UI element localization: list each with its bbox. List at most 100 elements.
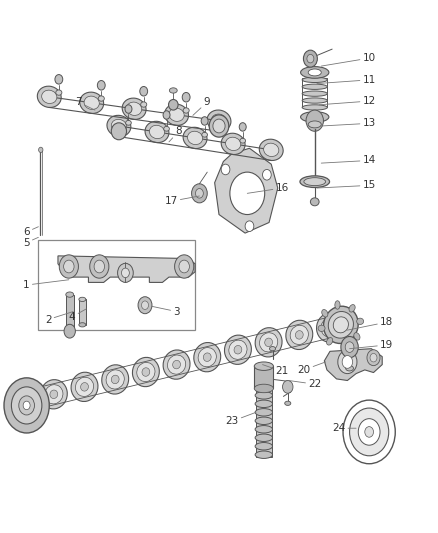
Ellipse shape bbox=[201, 117, 208, 125]
Circle shape bbox=[141, 301, 148, 310]
Ellipse shape bbox=[169, 108, 184, 122]
Ellipse shape bbox=[122, 98, 146, 119]
Ellipse shape bbox=[81, 383, 88, 391]
Ellipse shape bbox=[111, 119, 127, 133]
Ellipse shape bbox=[164, 126, 170, 131]
Ellipse shape bbox=[140, 86, 148, 96]
Bar bbox=[254, 366, 273, 389]
Ellipse shape bbox=[37, 86, 61, 108]
Circle shape bbox=[64, 324, 75, 338]
Ellipse shape bbox=[226, 137, 241, 150]
Ellipse shape bbox=[187, 131, 203, 144]
Circle shape bbox=[221, 164, 230, 175]
Circle shape bbox=[307, 54, 314, 63]
Ellipse shape bbox=[132, 357, 159, 386]
Ellipse shape bbox=[335, 301, 340, 309]
Ellipse shape bbox=[79, 297, 86, 302]
Circle shape bbox=[262, 169, 271, 180]
Circle shape bbox=[350, 408, 389, 456]
Text: 18: 18 bbox=[347, 317, 393, 330]
Ellipse shape bbox=[111, 375, 119, 384]
Ellipse shape bbox=[45, 385, 63, 404]
Ellipse shape bbox=[240, 139, 246, 143]
Polygon shape bbox=[324, 349, 382, 381]
Circle shape bbox=[306, 110, 323, 131]
Ellipse shape bbox=[259, 333, 278, 352]
Ellipse shape bbox=[255, 442, 272, 450]
Text: 17: 17 bbox=[164, 196, 199, 206]
Ellipse shape bbox=[169, 100, 178, 110]
Ellipse shape bbox=[255, 409, 272, 416]
Ellipse shape bbox=[285, 401, 291, 406]
Circle shape bbox=[283, 381, 293, 393]
Ellipse shape bbox=[302, 98, 327, 103]
Ellipse shape bbox=[255, 400, 272, 408]
Ellipse shape bbox=[264, 143, 279, 157]
Text: 7: 7 bbox=[75, 97, 95, 110]
Ellipse shape bbox=[167, 355, 186, 374]
Circle shape bbox=[59, 255, 78, 278]
Ellipse shape bbox=[321, 318, 339, 337]
Ellipse shape bbox=[79, 322, 86, 327]
Ellipse shape bbox=[302, 105, 327, 110]
Bar bbox=[79, 300, 86, 325]
Ellipse shape bbox=[182, 92, 190, 102]
Circle shape bbox=[19, 396, 35, 415]
Ellipse shape bbox=[75, 377, 94, 397]
Circle shape bbox=[230, 172, 265, 215]
Circle shape bbox=[39, 147, 43, 152]
Circle shape bbox=[23, 401, 30, 410]
Ellipse shape bbox=[19, 398, 27, 406]
Ellipse shape bbox=[290, 325, 308, 344]
Ellipse shape bbox=[357, 318, 364, 325]
Circle shape bbox=[138, 297, 152, 314]
Ellipse shape bbox=[255, 425, 272, 433]
Ellipse shape bbox=[346, 366, 353, 371]
Ellipse shape bbox=[354, 333, 360, 340]
Ellipse shape bbox=[286, 320, 313, 350]
Ellipse shape bbox=[141, 102, 147, 107]
Text: 6: 6 bbox=[23, 227, 39, 237]
Ellipse shape bbox=[349, 304, 355, 312]
Ellipse shape bbox=[302, 84, 327, 90]
Circle shape bbox=[245, 221, 254, 231]
Ellipse shape bbox=[308, 121, 321, 128]
Circle shape bbox=[365, 426, 374, 437]
Ellipse shape bbox=[327, 337, 333, 345]
Ellipse shape bbox=[229, 340, 247, 359]
Text: 11: 11 bbox=[317, 75, 376, 85]
Circle shape bbox=[121, 268, 129, 278]
Ellipse shape bbox=[127, 102, 142, 116]
Ellipse shape bbox=[300, 112, 329, 122]
Text: 3: 3 bbox=[152, 306, 180, 317]
Polygon shape bbox=[215, 148, 278, 233]
Text: 20: 20 bbox=[297, 362, 325, 375]
Ellipse shape bbox=[50, 390, 58, 399]
Ellipse shape bbox=[145, 122, 169, 143]
Polygon shape bbox=[58, 256, 195, 282]
Ellipse shape bbox=[207, 110, 231, 131]
Ellipse shape bbox=[97, 80, 105, 90]
Ellipse shape bbox=[254, 384, 273, 393]
Text: 14: 14 bbox=[321, 156, 376, 165]
Ellipse shape bbox=[265, 338, 272, 346]
Circle shape bbox=[343, 400, 395, 464]
Bar bbox=[256, 390, 272, 457]
Ellipse shape bbox=[342, 341, 347, 349]
Ellipse shape bbox=[255, 451, 272, 458]
Ellipse shape bbox=[106, 370, 124, 389]
Circle shape bbox=[11, 387, 42, 424]
Text: 23: 23 bbox=[225, 413, 256, 426]
Circle shape bbox=[338, 350, 357, 374]
Ellipse shape bbox=[125, 105, 132, 114]
Text: 16: 16 bbox=[247, 183, 289, 193]
Ellipse shape bbox=[84, 96, 99, 109]
Ellipse shape bbox=[80, 92, 104, 114]
Ellipse shape bbox=[212, 114, 226, 127]
Ellipse shape bbox=[254, 362, 273, 370]
Ellipse shape bbox=[163, 111, 170, 119]
Ellipse shape bbox=[302, 91, 327, 96]
Circle shape bbox=[191, 184, 207, 203]
Bar bbox=[302, 78, 327, 108]
Ellipse shape bbox=[239, 123, 246, 131]
